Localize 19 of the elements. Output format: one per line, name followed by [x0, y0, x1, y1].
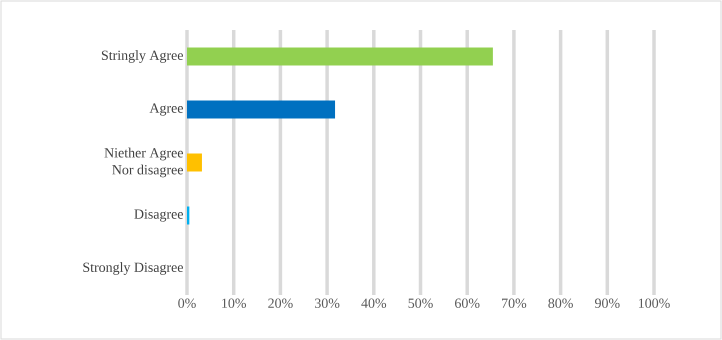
x-tick-label: 0% — [178, 298, 196, 308]
y-tick-label: Strongly Disagree — [83, 262, 183, 275]
x-tick-label: 30% — [314, 298, 340, 308]
x-tick-label: 80% — [548, 298, 573, 308]
y-tick-label: Agree — [150, 103, 183, 116]
x-tick-label: 100% — [638, 298, 670, 308]
x-tick-label: 50% — [408, 298, 433, 308]
x-tick-label: 20% — [268, 298, 293, 308]
bar — [187, 100, 336, 118]
x-tick-label: 10% — [222, 298, 246, 308]
x-tick-label: 90% — [594, 298, 620, 308]
x-tick-label: 60% — [455, 298, 480, 308]
y-tick-label: Stringly Agree — [102, 50, 183, 63]
bar — [187, 154, 202, 172]
y-tick-label: Disagree — [134, 209, 183, 222]
y-tick-label: Niether Agree Nor disagree — [104, 148, 184, 178]
bar — [187, 48, 493, 66]
x-tick-label: 40% — [361, 298, 386, 308]
x-tick-label: 70% — [502, 298, 526, 308]
